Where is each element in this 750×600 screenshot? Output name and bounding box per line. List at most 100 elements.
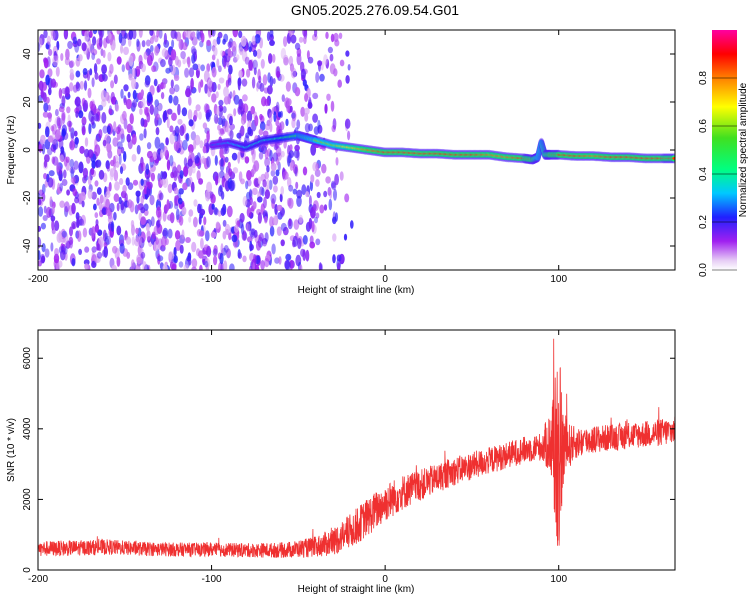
noise-blob (52, 30, 59, 41)
noise-blob (315, 71, 320, 83)
noise-blob (289, 161, 294, 171)
noise-blob (198, 178, 204, 185)
noise-blob (160, 149, 164, 160)
noise-blob (106, 125, 111, 135)
noise-blob (339, 59, 345, 67)
noise-blob (246, 110, 253, 123)
noise-blob (79, 80, 85, 90)
noise-blob (243, 112, 247, 124)
noise-blob (119, 166, 124, 175)
noise-blob (275, 146, 282, 157)
noise-blob (203, 216, 207, 226)
noise-blob (232, 30, 239, 38)
noise-blob (178, 261, 184, 268)
noise-blob (51, 123, 57, 135)
noise-blob (48, 48, 53, 57)
noise-blob (70, 167, 75, 180)
noise-blob (183, 264, 189, 270)
noise-blob (255, 240, 262, 251)
noise-blob (196, 63, 201, 71)
noise-blob (238, 129, 242, 142)
noise-blob (135, 264, 141, 270)
noise-blob (187, 56, 191, 68)
noise-blob (89, 68, 93, 76)
noise-blob (100, 89, 107, 102)
noise-blob (191, 258, 198, 268)
noise-blob (156, 30, 160, 38)
noise-blob (65, 156, 70, 163)
noise-blob (138, 54, 143, 65)
noise-blob (264, 232, 269, 243)
noise-blob (66, 189, 70, 196)
noise-blob (220, 243, 224, 255)
noise-blob (116, 256, 121, 267)
noise-blob (128, 55, 134, 67)
noise-blob (216, 106, 220, 117)
noise-blob (323, 204, 328, 211)
noise-blob (38, 122, 42, 129)
noise-blob (139, 133, 144, 141)
noise-blob (191, 31, 196, 38)
noise-blob (129, 113, 134, 125)
noise-blob (188, 67, 195, 78)
noise-blob (155, 206, 162, 218)
noise-blob (179, 244, 184, 254)
noise-blob (248, 46, 252, 53)
noise-blob (211, 54, 216, 61)
noise-blob (58, 88, 63, 99)
noise-blob (43, 102, 49, 113)
noise-blob (54, 248, 59, 257)
noise-blob (296, 149, 300, 161)
noise-blob (344, 193, 350, 203)
noise-blob (51, 219, 55, 231)
noise-blob (60, 146, 65, 154)
noise-blob (170, 171, 175, 179)
noise-blob (69, 82, 74, 92)
noise-blob (277, 111, 282, 118)
noise-blob (267, 85, 273, 95)
noise-blob (196, 170, 201, 181)
noise-blob (108, 32, 112, 40)
noise-blob (127, 91, 131, 99)
noise-blob (84, 263, 89, 270)
noise-blob (113, 74, 118, 85)
noise-blob (218, 77, 225, 84)
noise-blob (215, 221, 220, 229)
noise-blob (310, 143, 317, 156)
noise-blob (327, 46, 333, 54)
noise-blob (116, 225, 122, 236)
noise-blob (308, 217, 313, 230)
noise-blob (109, 63, 114, 74)
noise-blob (71, 258, 76, 267)
colorbar: 0.0 0.2 0.4 0.6 0.8 Normalized spectral ampl… (698, 30, 749, 277)
noise-blob (55, 66, 60, 77)
noise-blob (289, 144, 293, 152)
noise-blob (193, 216, 198, 228)
noise-blob (330, 100, 335, 112)
noise-blob (339, 171, 344, 181)
noise-blob (81, 116, 87, 126)
noise-blob (204, 260, 209, 268)
noise-blob (207, 85, 212, 98)
noise-blob (47, 104, 51, 112)
noise-blob (131, 154, 137, 162)
noise-blob (223, 33, 229, 43)
noise-blob (39, 253, 46, 264)
noise-blob (311, 220, 315, 233)
noise-blob (94, 180, 99, 187)
noise-blob (93, 63, 98, 74)
noise-blob (140, 178, 144, 186)
noise-blob (334, 173, 339, 186)
noise-blob (39, 69, 45, 79)
noise-blob (269, 39, 275, 47)
noise-blob (319, 73, 325, 82)
noise-blob (109, 167, 115, 178)
noise-blob (149, 104, 154, 115)
noise-blob (54, 129, 61, 140)
noise-blob (191, 48, 197, 55)
noise-blob (90, 227, 95, 239)
noise-blob (222, 219, 227, 227)
noise-blob (173, 74, 180, 82)
noise-blob (143, 264, 150, 270)
noise-blob (105, 191, 111, 198)
